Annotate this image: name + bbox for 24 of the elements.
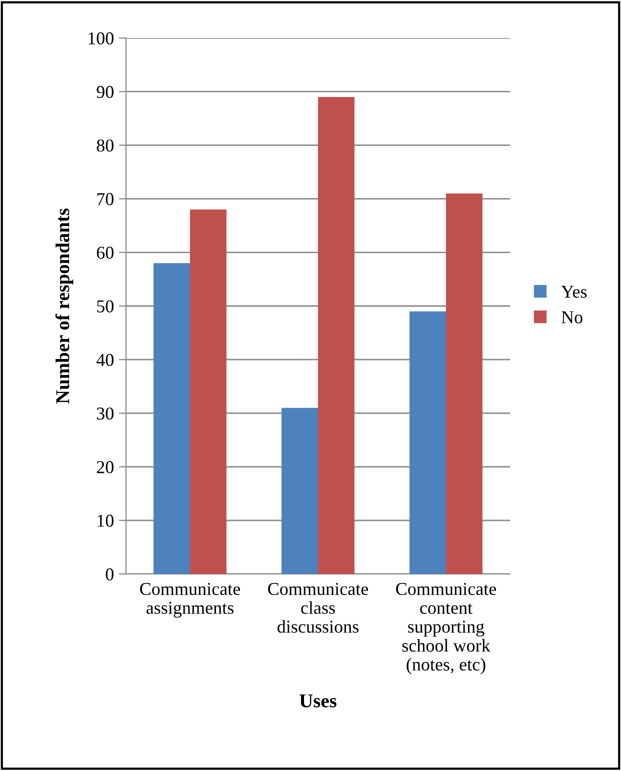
bar <box>282 408 318 574</box>
bar <box>190 210 226 574</box>
y-tick-label: 40 <box>96 354 114 366</box>
y-tick-label: 100 <box>88 32 114 44</box>
x-tick-label: Communicate assignments <box>140 582 240 618</box>
y-tick-label: 60 <box>96 246 114 259</box>
y-tick-label: 90 <box>96 86 114 98</box>
y-tick-label: 10 <box>98 514 114 527</box>
bar <box>410 311 446 574</box>
y-tick-label: 30 <box>97 407 114 420</box>
y-axis-title: Number of respondants <box>55 208 74 404</box>
x-tick-label: Communicate content supporting school work (notes, etc) <box>396 582 496 674</box>
y-tick-label: 0 <box>106 568 114 580</box>
y-tick-label: 70 <box>97 193 114 206</box>
bar <box>154 263 190 574</box>
legend-label: Yes <box>561 286 587 298</box>
y-tick-label: 80 <box>96 139 114 152</box>
bar <box>446 193 482 574</box>
bar <box>318 96 354 574</box>
y-tick-label: 50 <box>97 300 114 312</box>
legend-label: No <box>562 311 582 324</box>
x-tick-label: Communicate class discussions <box>268 582 368 633</box>
x-axis-title: Uses <box>300 694 336 708</box>
y-tick-label: 20 <box>96 461 114 474</box>
